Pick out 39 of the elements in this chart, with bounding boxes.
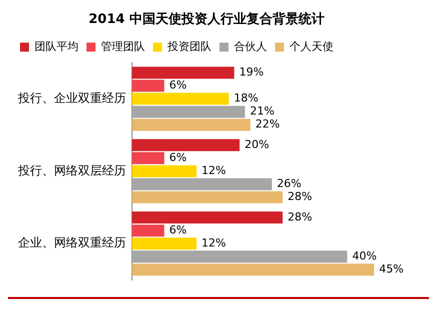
bar xyxy=(132,139,240,152)
y-tick-label: 投行、网络双层经历 xyxy=(17,163,126,178)
y-tick-label: 企业、网络双重经历 xyxy=(18,236,126,250)
bar xyxy=(132,250,348,263)
data-label: 12% xyxy=(202,164,226,178)
chart-title: 2014 中国天使投资人行业复合背景统计 xyxy=(88,11,324,28)
data-label: 28% xyxy=(288,190,312,204)
legend-label: 个人天使 xyxy=(290,40,334,53)
data-label: 6% xyxy=(169,223,187,236)
legend-label: 管理团队 xyxy=(101,40,145,53)
data-label: 20% xyxy=(244,138,270,151)
bar xyxy=(132,80,164,92)
data-label: 28% xyxy=(288,210,312,224)
bar xyxy=(132,238,197,250)
bar xyxy=(132,92,229,105)
bar xyxy=(132,191,283,204)
y-tick-label: 投行、企业双重经历 xyxy=(17,90,126,105)
data-label: 12% xyxy=(202,236,226,250)
bar xyxy=(132,152,164,164)
data-label: 45% xyxy=(379,262,404,276)
legend-label: 团队平均 xyxy=(34,40,78,53)
bar xyxy=(132,106,245,118)
bar xyxy=(132,66,234,79)
data-label: 26% xyxy=(276,177,302,190)
data-label: 18% xyxy=(234,92,258,105)
bar xyxy=(132,212,283,224)
data-label: 22% xyxy=(255,118,280,131)
data-label: 21% xyxy=(250,104,274,118)
legend-label: 合伙人 xyxy=(234,40,267,53)
bar xyxy=(132,118,250,131)
bar xyxy=(132,264,374,276)
bar xyxy=(132,224,164,237)
data-label: 6% xyxy=(169,151,187,164)
data-label: 19% xyxy=(239,66,264,79)
legend-label: 投资团队 xyxy=(166,40,212,53)
data-label: 40% xyxy=(352,249,377,262)
data-label: 6% xyxy=(169,78,187,92)
bar xyxy=(132,178,272,190)
bar xyxy=(132,165,197,178)
